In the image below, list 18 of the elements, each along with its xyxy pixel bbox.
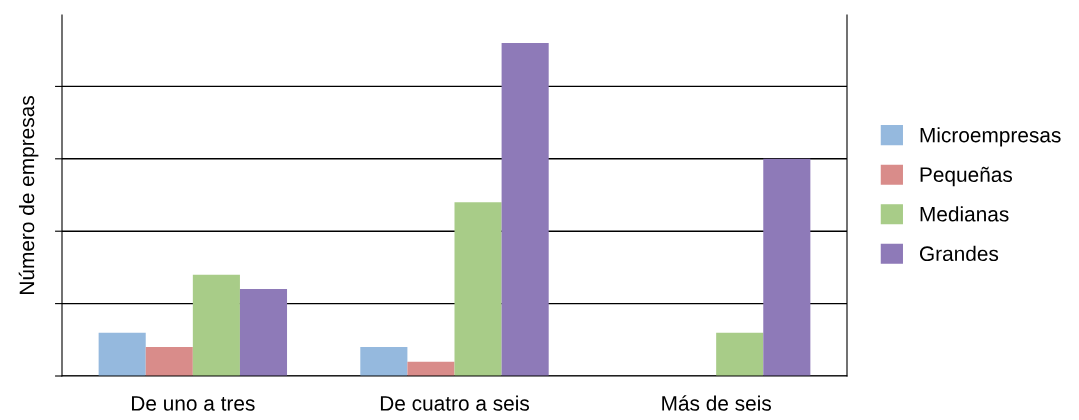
bar xyxy=(98,332,146,376)
x-tick-label: De uno a tres xyxy=(132,396,255,411)
legend-label: Pequeñas xyxy=(920,166,1013,187)
bar xyxy=(763,158,811,376)
bar xyxy=(501,42,549,376)
y-axis-title: Número de empresas xyxy=(18,96,39,294)
bar xyxy=(145,347,193,376)
bar xyxy=(716,332,764,376)
bar xyxy=(239,289,288,376)
x-tick-label: De cuatro a seis xyxy=(380,395,530,411)
bar xyxy=(454,202,502,376)
bar xyxy=(407,361,455,376)
legend-label: Medianas xyxy=(920,206,1009,222)
bar xyxy=(360,347,408,376)
legend-label: Microempresas xyxy=(920,127,1061,147)
x-tick-label: Más de seis xyxy=(662,395,771,411)
legend-label: Grandes xyxy=(920,245,999,262)
bar xyxy=(192,274,240,376)
